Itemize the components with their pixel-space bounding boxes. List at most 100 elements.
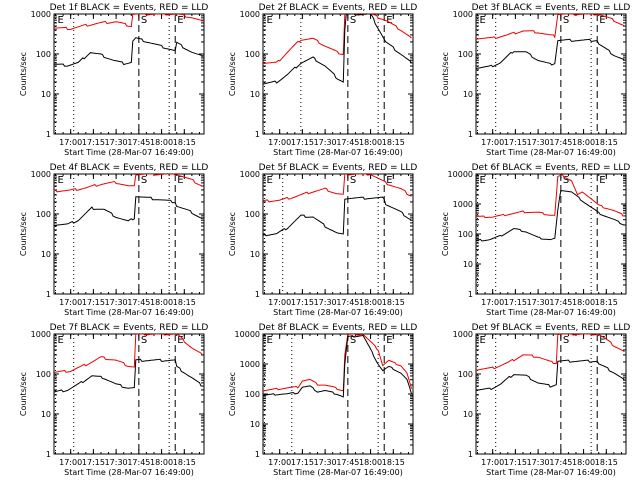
y-axis-label: Counts/sec	[19, 52, 28, 96]
events-series-line	[263, 14, 412, 85]
y-tick-label: 10	[41, 90, 51, 99]
x-tick-label: 17:30	[314, 298, 337, 307]
x-axis-label: Start Time (28-Mar-07 16:49:00)	[486, 148, 616, 157]
x-tick-label: 17:00	[481, 298, 504, 307]
x-tick-label: 17:45	[549, 298, 572, 307]
marker-label: S	[350, 15, 356, 26]
panel-5: Det 5f BLACK = Events, RED = LLD 1 10 100 10…	[228, 163, 417, 317]
marker-label: S	[350, 335, 356, 346]
x-tick-label: 17:00	[481, 458, 504, 467]
x-tick-label: 18:15	[173, 138, 196, 147]
marker-label: S	[563, 335, 569, 346]
marker-label: S	[141, 175, 147, 186]
x-tick-label: 17:15	[291, 458, 314, 467]
x-tick-label: 17:45	[336, 298, 359, 307]
marker-label: E	[177, 15, 183, 26]
marker-label: E	[480, 15, 486, 26]
x-tick-label: 18:15	[595, 138, 618, 147]
x-axis-label: Start Time (28-Mar-07 16:49:00)	[273, 148, 403, 157]
x-tick-label: 17:30	[314, 458, 337, 467]
marker-label: E	[386, 335, 392, 346]
x-tick-label: 17:15	[82, 458, 105, 467]
plot-frame	[475, 13, 627, 135]
x-tick-label: 18:00	[572, 298, 595, 307]
x-tick-label: 17:15	[291, 138, 314, 147]
y-axis-label: Counts/sec	[228, 212, 237, 256]
marker-label: E	[58, 175, 64, 186]
y-tick-label: 1000	[240, 10, 260, 19]
marker-label: E	[386, 15, 392, 26]
y-tick-label: 10	[41, 410, 51, 419]
x-tick-label: 18:15	[382, 458, 405, 467]
lld-series-line	[263, 14, 412, 65]
marker-label: S	[563, 175, 569, 186]
x-tick-label: 17:30	[105, 138, 128, 147]
lld-series-line	[476, 14, 625, 40]
y-tick-label: 100	[458, 230, 473, 239]
x-tick-label: 17:00	[59, 298, 82, 307]
panel-title: Det 8f BLACK = Events, RED = LLD	[259, 323, 418, 333]
events-series-line	[54, 358, 203, 393]
x-tick-label: 17:30	[105, 458, 128, 467]
marker-label: E	[386, 175, 392, 186]
y-tick-label: 1000	[240, 170, 260, 179]
panel-3: Det 3f BLACK = Events, RED = LLD 1 10 100 10…	[441, 3, 630, 157]
x-tick-label: 17:15	[504, 458, 527, 467]
plot-frame	[475, 173, 627, 295]
lld-series-line	[263, 334, 412, 392]
marker-label: S	[563, 15, 569, 26]
x-axis-label: Start Time (28-Mar-07 16:49:00)	[273, 468, 403, 477]
events-series-line	[263, 334, 412, 398]
x-axis-label: Start Time (28-Mar-07 16:49:00)	[273, 308, 403, 317]
y-tick-label: 100	[458, 370, 473, 379]
y-tick-label: 10000	[235, 330, 260, 339]
lld-series-line	[54, 14, 203, 31]
panel-7: Det 7f BLACK = Events, RED = LLD 1 10 100 10…	[19, 323, 208, 477]
lld-series-line	[476, 174, 625, 219]
x-axis-label: Start Time (28-Mar-07 16:49:00)	[64, 308, 194, 317]
marker-label: E	[267, 335, 273, 346]
y-tick-label: 10	[250, 420, 260, 429]
marker-label: E	[58, 15, 64, 26]
y-tick-label: 100	[36, 210, 51, 219]
panel-title: Det 4f BLACK = Events, RED = LLD	[50, 163, 209, 173]
y-tick-label: 10	[463, 410, 473, 419]
x-tick-label: 17:15	[82, 138, 105, 147]
lld-series-line	[54, 334, 203, 373]
y-tick-label: 1000	[31, 10, 51, 19]
y-tick-label: 1	[46, 450, 51, 459]
plot-frame	[53, 13, 205, 135]
y-tick-label: 10	[250, 250, 260, 259]
y-tick-label: 100	[245, 210, 260, 219]
marker-label: E	[599, 15, 605, 26]
y-tick-label: 100	[245, 390, 260, 399]
y-tick-label: 1	[46, 290, 51, 299]
x-tick-label: 17:30	[527, 458, 550, 467]
y-tick-label: 10	[41, 250, 51, 259]
x-tick-label: 18:00	[572, 138, 595, 147]
marker-label: E	[480, 175, 486, 186]
y-tick-label: 10000	[448, 170, 473, 179]
x-tick-label: 17:45	[336, 138, 359, 147]
x-tick-label: 18:15	[173, 298, 196, 307]
marker-label: S	[350, 175, 356, 186]
x-tick-label: 17:00	[268, 458, 291, 467]
x-tick-label: 17:30	[105, 298, 128, 307]
x-tick-label: 17:45	[127, 138, 150, 147]
events-series-line	[476, 189, 625, 242]
y-tick-label: 10	[463, 260, 473, 269]
plot-frame	[53, 173, 205, 295]
y-tick-label: 1000	[31, 170, 51, 179]
marker-label: E	[480, 335, 486, 346]
x-tick-label: 17:15	[504, 138, 527, 147]
marker-label: E	[599, 335, 605, 346]
y-tick-label: 1000	[453, 330, 473, 339]
x-tick-label: 18:00	[359, 298, 382, 307]
plot-frame	[475, 333, 627, 455]
x-tick-label: 17:45	[549, 458, 572, 467]
x-tick-label: 18:00	[572, 458, 595, 467]
y-tick-label: 100	[458, 50, 473, 59]
y-axis-label: Counts/sec	[228, 372, 237, 416]
y-tick-label: 1000	[31, 330, 51, 339]
